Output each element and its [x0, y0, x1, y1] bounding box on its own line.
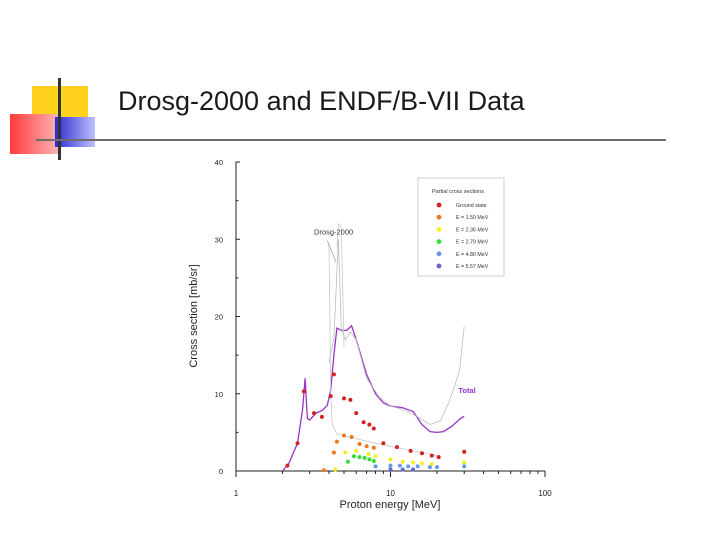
data-point: [354, 411, 359, 416]
data-point: [357, 442, 362, 446]
logo-red-gradient-block: [10, 114, 58, 154]
series-line-1: [328, 239, 465, 426]
legend-marker: [436, 251, 442, 257]
legend: Partial cross sections Ground state E = 1…: [417, 177, 505, 277]
data-point: [411, 467, 416, 472]
y-axis-label: Cross section [mb/sr]: [188, 264, 200, 367]
y-tick-label: 30: [215, 235, 223, 244]
data-point: [462, 460, 467, 465]
data-point: [429, 462, 434, 466]
legend-title: Partial cross sections: [432, 189, 484, 195]
data-point: [331, 450, 336, 455]
data-point: [362, 455, 367, 460]
data-point: [388, 463, 393, 468]
legend-label: E = 2.79 MeV: [456, 240, 489, 246]
legend-marker: [436, 202, 442, 208]
y-tick-label: 40: [215, 158, 223, 167]
data-point: [462, 464, 467, 469]
legend-label: E = 2.36 MeV: [456, 227, 489, 233]
title-underline: [36, 139, 666, 141]
data-point: [371, 445, 376, 450]
data-point: [371, 426, 376, 431]
data-point: [429, 453, 434, 458]
data-point: [397, 463, 402, 468]
data-point: [367, 422, 372, 427]
data-point: [420, 461, 424, 466]
y-tick-label: 10: [215, 390, 223, 399]
data-point: [373, 464, 378, 469]
legend-label: E = 4.80 MeV: [456, 252, 489, 258]
legend-label: E = 5.57 MeV: [456, 264, 489, 270]
data-point: [406, 464, 411, 469]
data-point: [400, 467, 405, 472]
data-point: [319, 414, 324, 419]
data-point: [321, 468, 326, 473]
data-point: [312, 411, 316, 416]
data-point: [388, 457, 393, 462]
data-point: [400, 459, 405, 464]
data-point: [420, 451, 424, 456]
legend-marker: [436, 227, 442, 232]
data-point: [351, 454, 356, 459]
data-point: [331, 372, 336, 377]
data-point: [348, 397, 353, 402]
data-point: [301, 389, 306, 394]
data-point: [381, 441, 386, 446]
data-point: [343, 450, 348, 455]
data-point: [295, 441, 300, 446]
data-point: [367, 457, 372, 462]
data-point: [388, 467, 393, 472]
x-tick-label: 1: [234, 489, 239, 498]
data-point: [394, 445, 399, 450]
y-tick-label: 0: [219, 467, 223, 476]
series-layer: [282, 222, 467, 473]
data-point: [285, 463, 290, 468]
data-point: [334, 439, 339, 444]
axis-ticks: 0 10 20 30 40 1 10 100: [215, 158, 553, 498]
legend-marker: [436, 214, 442, 220]
series-line-3: [336, 222, 345, 348]
slide-title: Drosg-2000 and ENDF/B-VII Data: [118, 86, 525, 116]
data-point: [366, 452, 371, 456]
data-point: [411, 460, 416, 465]
x-tick-label: 100: [538, 489, 552, 498]
legend-marker: [436, 239, 442, 245]
legend-marker: [436, 263, 442, 269]
data-point: [427, 465, 432, 470]
data-point: [345, 459, 350, 464]
data-point: [373, 454, 378, 459]
data-point: [361, 420, 366, 425]
annotation-total: Total: [458, 386, 475, 395]
data-point: [357, 455, 362, 460]
legend-box: [417, 177, 505, 277]
data-point: [342, 433, 346, 438]
logo-vertical-bar: [58, 78, 61, 160]
data-point: [415, 464, 420, 469]
series-line-0: [282, 324, 465, 472]
data-point: [349, 435, 354, 439]
legend-label: E = 1.50 MeV: [456, 215, 489, 221]
data-point: [333, 467, 338, 472]
logo-blue-gradient-block: [55, 117, 95, 147]
data-point: [462, 449, 467, 454]
x-axis-label: Proton energy [MeV]: [340, 499, 441, 511]
data-point: [354, 448, 359, 453]
data-point: [436, 455, 441, 460]
y-tick-label: 20: [215, 313, 223, 322]
annotation-drosg: Drosg-2000: [314, 228, 353, 237]
data-point: [328, 394, 333, 399]
data-point: [371, 459, 376, 463]
legend-label: Ground state: [456, 203, 487, 209]
data-point: [408, 448, 413, 453]
annotation-leader-line: [326, 240, 337, 263]
data-point: [435, 465, 439, 470]
data-point: [364, 444, 369, 449]
data-point: [342, 396, 346, 401]
series-line-2: [328, 243, 438, 456]
x-tick-label: 10: [386, 489, 395, 498]
